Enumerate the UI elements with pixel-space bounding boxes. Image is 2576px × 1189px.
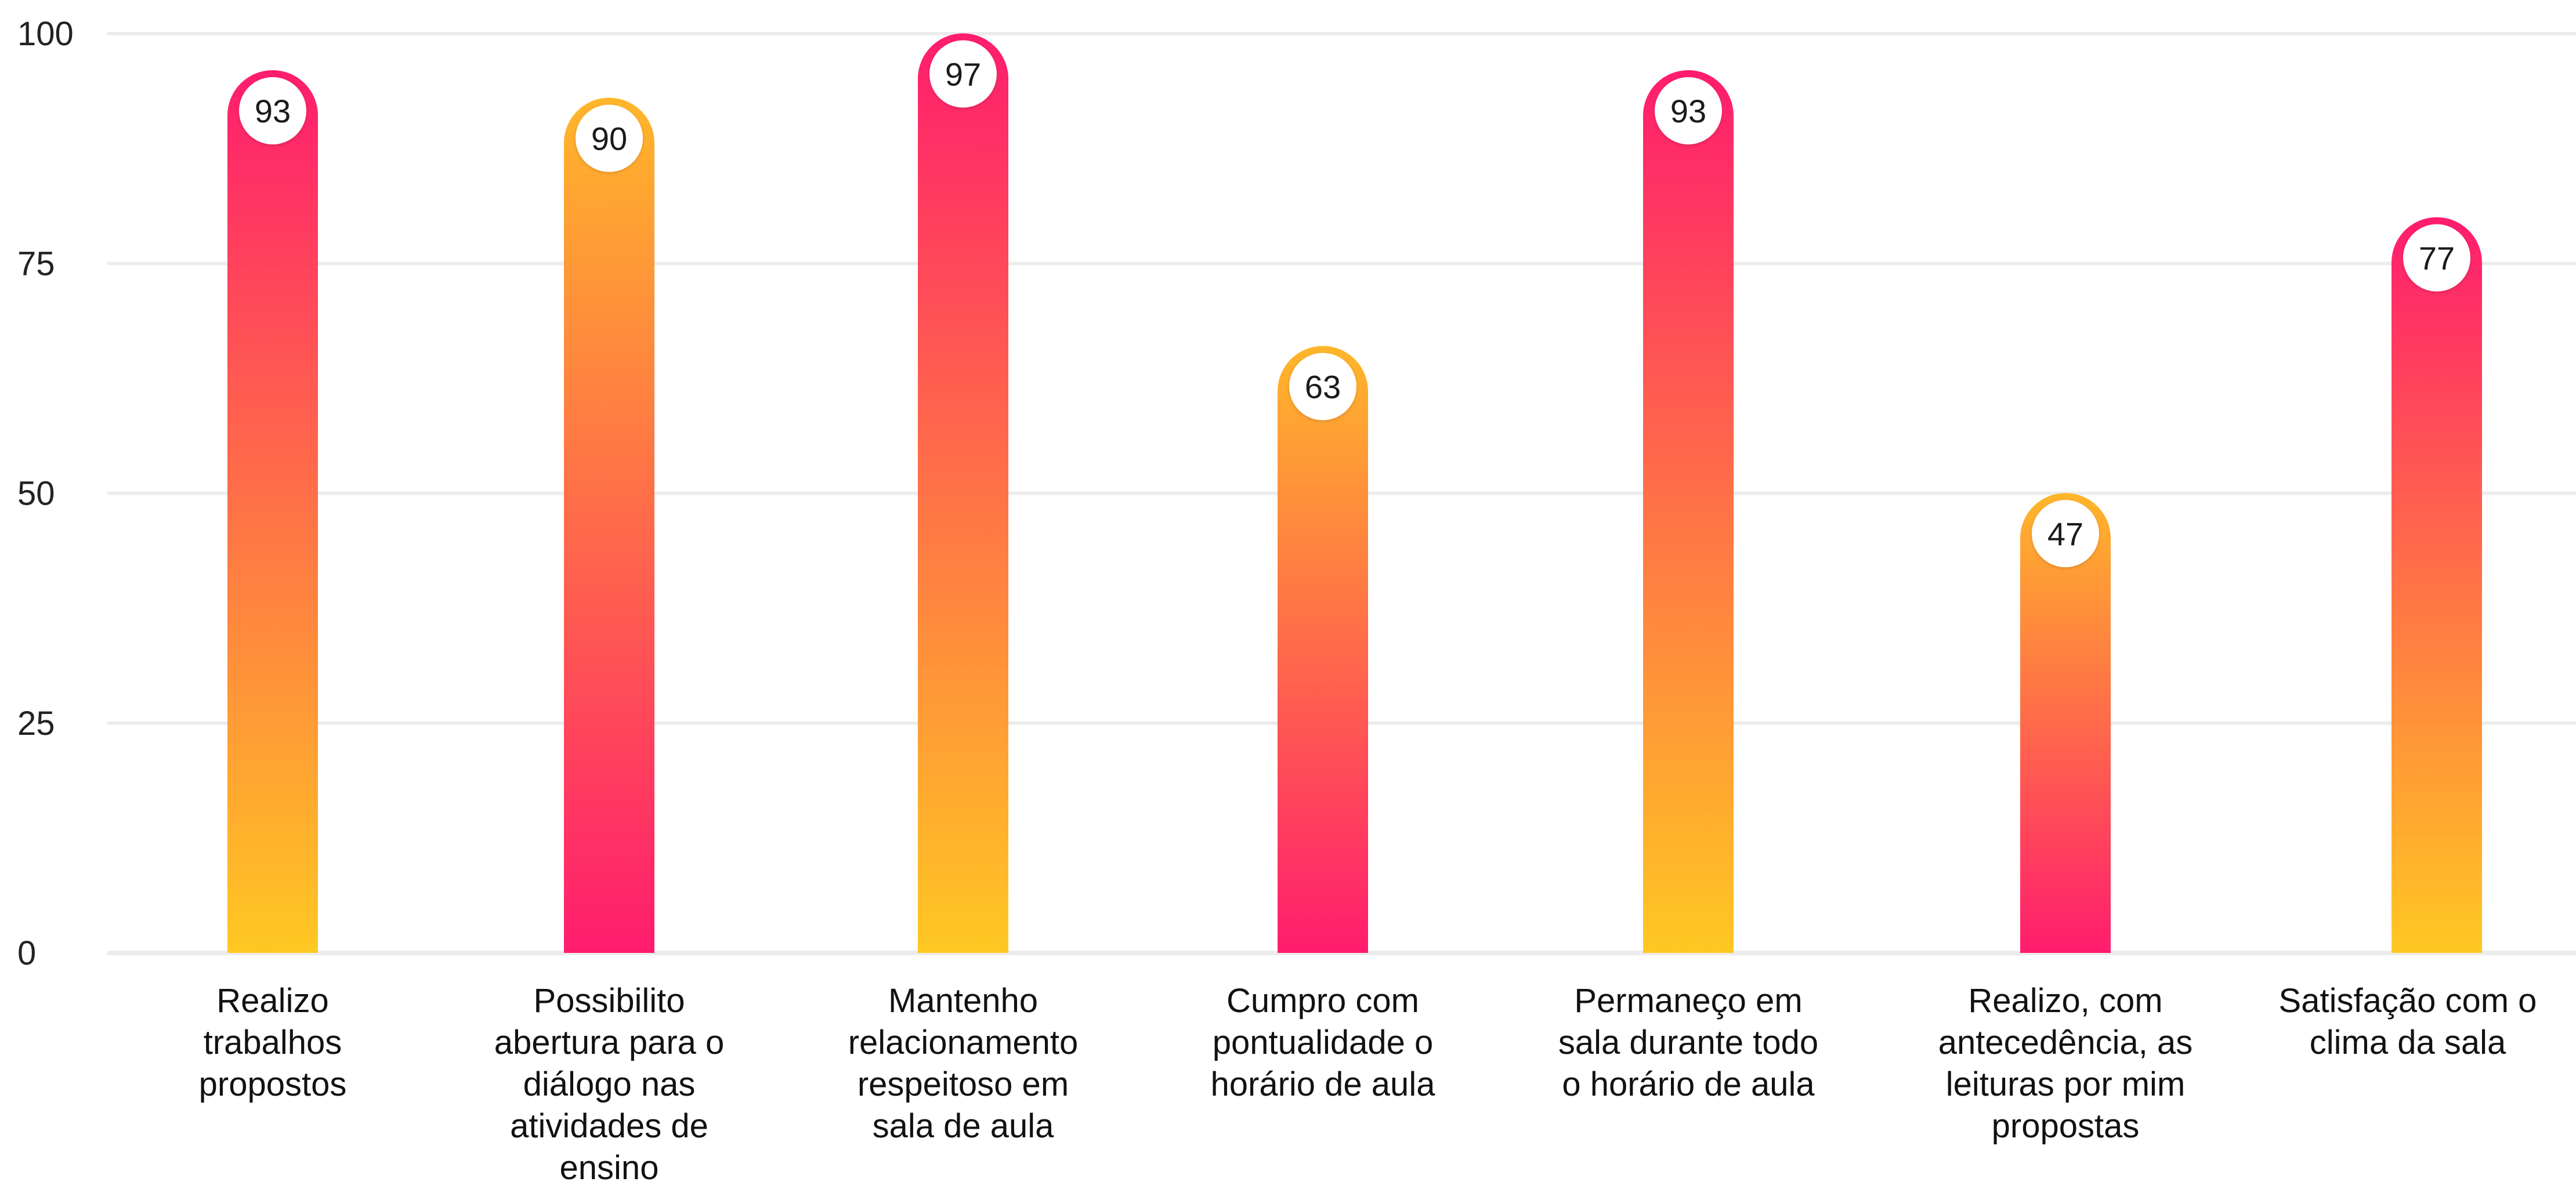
y-tick-label: 50 [17,475,55,513]
data-label-badge [2403,224,2470,292]
x-tick-label-line: Mantenho [888,982,1038,1020]
data-label-badge [1655,77,1722,144]
data-label: 93 [255,93,291,129]
bar [1643,70,1734,954]
y-tick-label: 75 [17,245,55,282]
bars: 93 90 97 63 93 47 77 [227,33,2482,954]
data-label-badge [2032,500,2099,568]
x-tick-label-line: atividades de [510,1107,708,1145]
x-tick-label-line: sala durante todo [1558,1024,1819,1061]
bar [2392,217,2482,953]
x-tick-label: Realizo, com antecedência, as leituras por… [1903,980,2228,1147]
x-tick-label: Realizo trabalhos propostos [110,980,435,1105]
x-tick-label: Mantenho relacionamento respeitoso em sala … [801,980,1126,1147]
x-tick-label-line: Realizo [216,982,329,1020]
data-label: 77 [2419,240,2455,277]
bar [227,70,318,954]
x-tick-label: Possibilito abertura para o diálogo nas ati… [447,980,772,1189]
x-tick-label-line: relacionamento [848,1024,1079,1061]
y-axis: 0 25 50 75 100 [17,15,74,972]
y-tick-label: 100 [17,15,74,53]
y-tick-label: 25 [17,705,55,742]
x-tick-label-line: ensino [559,1149,659,1187]
x-tick-label-line: horário de aula [1210,1065,1435,1103]
bar [2020,493,2111,953]
data-label: 93 [1670,93,1706,129]
data-label: 47 [2047,516,2083,552]
x-tick-label-line: Possibilito [533,982,685,1020]
data-label-badge [1289,353,1356,420]
x-tick-label: Permaneço em sala durante todo o horário d… [1526,980,1851,1105]
x-tick-label-line: leituras por mim [1945,1065,2186,1103]
x-tick-label-line: abertura para o [494,1024,725,1061]
bar [1278,346,1368,954]
x-tick-label-line: Satisfação com o [2278,982,2537,1020]
data-label-badge [576,104,643,172]
x-tick-label-line: Realizo, com [1968,982,2163,1020]
x-tick-label: Cumpro com pontualidade o horário de aula [1160,980,1485,1105]
bar [918,33,1008,953]
bar [564,97,654,953]
x-tick-label-line: Permaneço em [1574,982,1803,1020]
data-label-badge [929,40,997,108]
x-tick-label-line: clima da sala [2309,1024,2506,1061]
x-tick-label-line: pontualidade o [1212,1024,1434,1061]
x-tick-label-line: o horário de aula [1562,1065,1815,1103]
y-tick-label: 0 [17,934,36,972]
x-tick-label-line: trabalhos [203,1024,342,1061]
x-tick-label-line: propostos [198,1065,347,1103]
data-label: 97 [945,56,981,93]
x-tick-label-line: diálogo nas [523,1065,696,1103]
x-tick-label-line: propostas [1991,1107,2140,1145]
x-tick-label-line: sala de aula [872,1107,1054,1145]
x-tick-label-line: respeitoso em [857,1065,1069,1103]
data-label-badge [239,77,306,144]
x-tick-label-line: Cumpro com [1227,982,1419,1020]
data-label: 63 [1305,368,1341,405]
x-tick-label-line: antecedência, as [1938,1024,2193,1061]
x-tick-label: Satisfação com o clima da sala [2245,980,2570,1064]
data-label: 90 [591,121,627,157]
